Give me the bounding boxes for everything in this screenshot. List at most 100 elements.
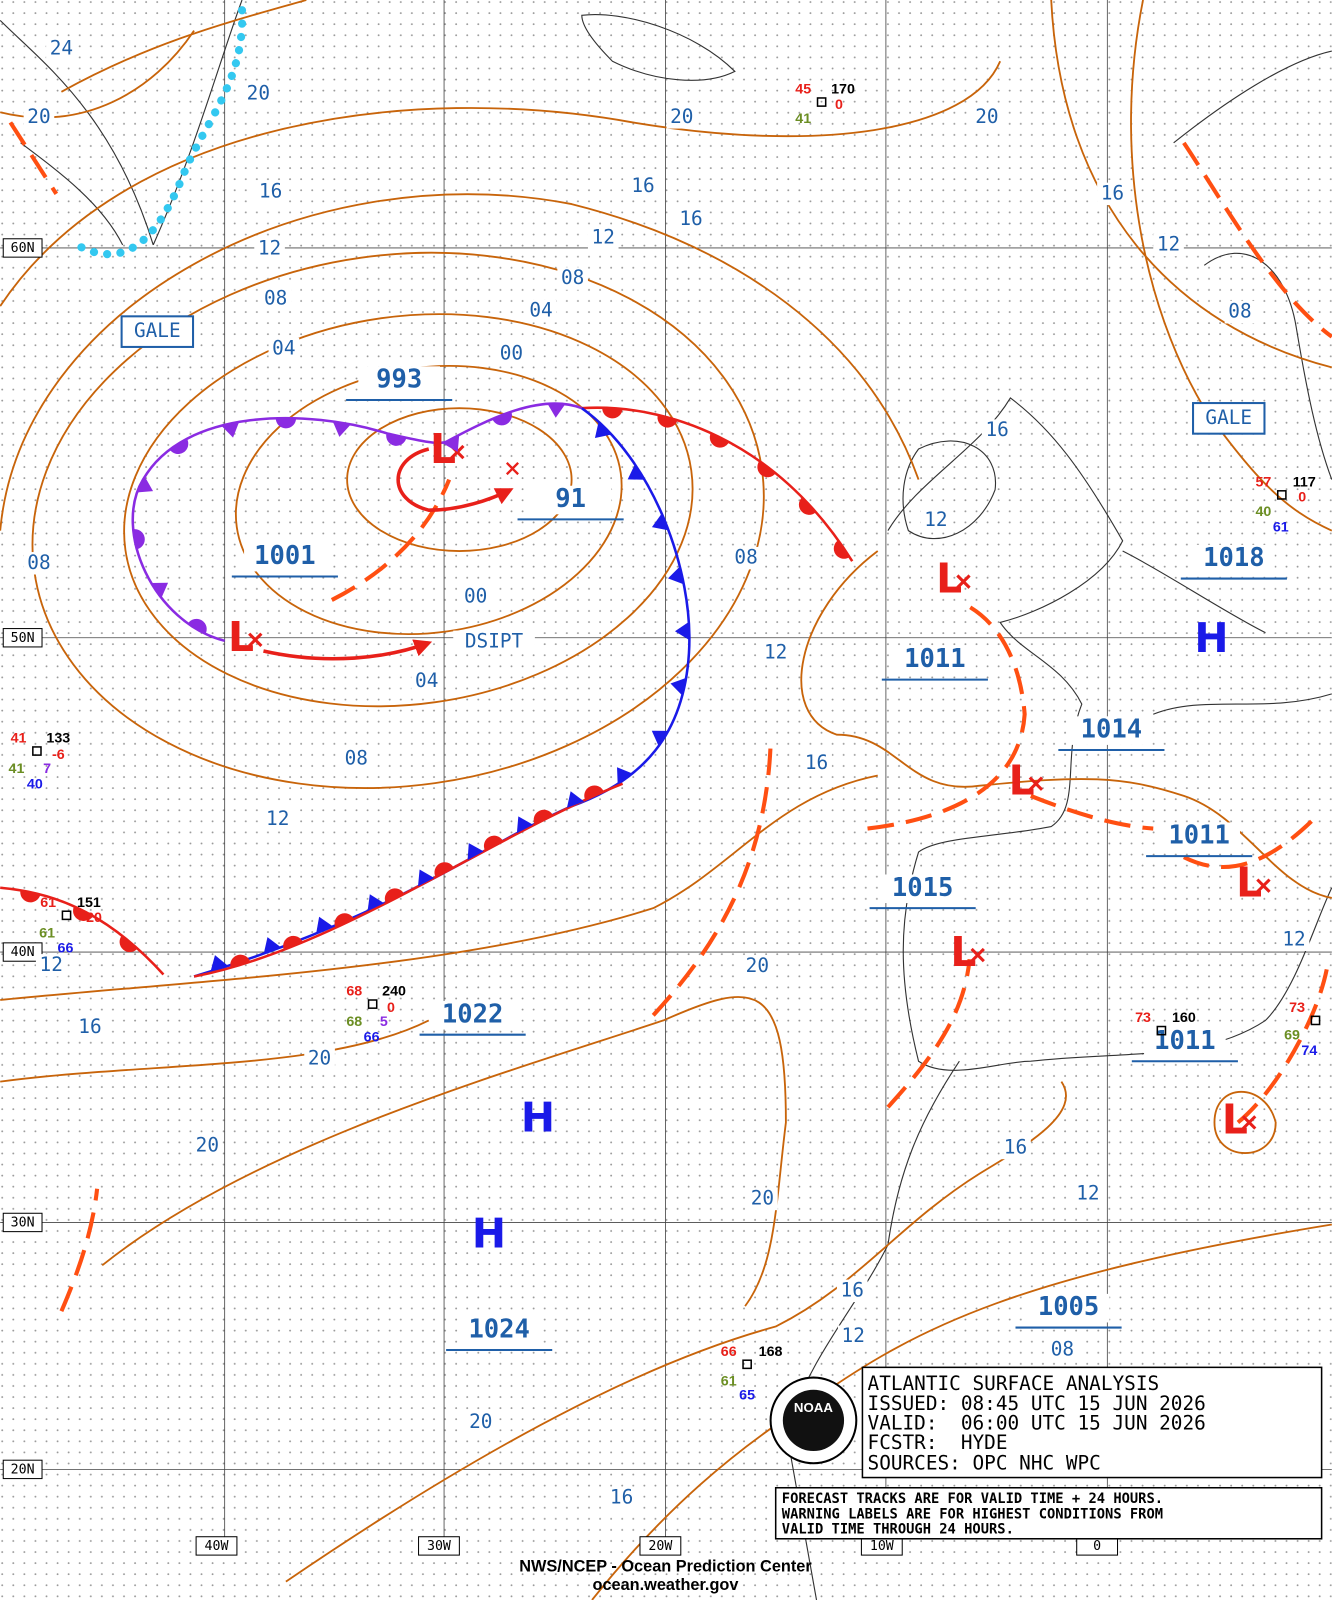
front-triangle	[516, 816, 534, 834]
isobar-label: 16	[679, 207, 702, 230]
lon-label-box	[195, 1536, 238, 1556]
info-line: ATLANTIC SURFACE ANALYSIS	[868, 1372, 1160, 1395]
isobar-label: 12	[842, 1324, 865, 1347]
isobar-label-bg	[465, 1411, 497, 1434]
front-triangle	[442, 434, 460, 452]
isobar-label-bg	[262, 808, 294, 831]
isobar-label-bg	[341, 747, 372, 771]
isobar-label: 16	[985, 418, 1008, 441]
lat-label: 60N	[11, 241, 35, 256]
front-triangle	[627, 464, 645, 480]
front-triangle	[674, 621, 690, 641]
front-semicircle	[283, 935, 303, 950]
station-marker	[816, 97, 827, 107]
lon-label: 0	[1093, 1539, 1101, 1554]
trough	[1182, 814, 1318, 870]
station-value: 73	[1289, 1000, 1305, 1016]
front-semicircle	[132, 529, 145, 550]
front-semicircle	[275, 418, 297, 429]
low-x	[956, 574, 971, 589]
forecast-position: ×	[504, 450, 521, 484]
pressure-bg	[1193, 544, 1275, 574]
pressure-center: 1015	[892, 873, 953, 903]
front-semicircle	[833, 540, 850, 559]
isobar-label: 04	[529, 299, 552, 322]
station-value: 61	[1273, 519, 1289, 535]
trough	[1236, 968, 1329, 1125]
front-triangle	[667, 566, 684, 585]
low-x	[1241, 1115, 1257, 1130]
front-triangle	[594, 421, 612, 438]
isobar-label-bg	[1097, 182, 1128, 206]
pressure-center: 1011	[1154, 1026, 1215, 1056]
pressure-bg	[431, 1001, 514, 1030]
low-center: L	[1222, 1095, 1248, 1143]
station-value: 151	[77, 895, 101, 911]
low-center: L	[936, 555, 962, 603]
pressure-center: 1014	[1081, 715, 1142, 745]
isobar-label-bg	[627, 175, 659, 198]
lon-label: 30W	[427, 1539, 451, 1554]
pressure-center: 1005	[1038, 1292, 1099, 1322]
isobar-label-bg	[192, 1134, 223, 1158]
isobar-label-bg	[730, 546, 762, 570]
isobar-label: 12	[1157, 232, 1180, 255]
station-value: 160	[1172, 1010, 1196, 1026]
lat-label: 50N	[11, 631, 35, 646]
isobar-label: 12	[592, 225, 615, 248]
isobar-label: 12	[764, 641, 787, 664]
info-line: SOURCES: OPC NHC WPC	[868, 1451, 1101, 1474]
station-value: 168	[759, 1344, 783, 1360]
station-value: 170	[831, 82, 855, 98]
isobar-label: 12	[1282, 927, 1305, 950]
isobar-label: 20	[469, 1410, 492, 1433]
lat-label-box	[2, 1459, 43, 1480]
isobar-label: 12	[266, 807, 289, 830]
front-triangle	[617, 767, 633, 785]
station-marker	[61, 910, 72, 921]
station-value: 61	[39, 925, 55, 941]
low-center: L	[950, 928, 976, 976]
map-labels: 60N 50N 40N 30N 20N 40W 30W 20W 10W 0 24 20 20 20 20 16…	[2, 36, 1321, 1556]
station-value: 45	[795, 82, 811, 98]
station-value: 57	[1256, 474, 1272, 490]
station-value: 68	[346, 984, 362, 1000]
pressure-bg	[1027, 1293, 1110, 1323]
ice-edge	[72, 6, 247, 259]
trough	[867, 602, 1027, 831]
lon-label: 40W	[205, 1539, 229, 1554]
isobar-label-bg	[801, 752, 832, 775]
isobar-label-bg	[23, 552, 55, 575]
trough	[886, 958, 972, 1109]
trough	[330, 478, 452, 602]
station-marker	[742, 1359, 752, 1370]
station-value: 61	[40, 895, 56, 911]
front-semicircle	[434, 862, 454, 878]
info-line: ISSUED: 08:45 UTC 15 JUN 2026	[868, 1392, 1206, 1415]
isobar-label-bg	[1000, 1136, 1031, 1160]
front-triangle	[151, 582, 169, 599]
warning-box	[120, 315, 195, 348]
low-x	[1028, 776, 1044, 791]
warm-front	[193, 782, 624, 978]
isobar-label: 20	[308, 1047, 331, 1070]
dissipating-label: DSIPT	[465, 629, 524, 652]
footer-url: ocean.weather.gov	[593, 1576, 739, 1594]
pressure-center: 1011	[904, 644, 965, 674]
station-value: 40	[1256, 504, 1272, 520]
lon-label: 20W	[648, 1539, 672, 1554]
station-value: 20	[86, 910, 102, 926]
pressure-bg	[529, 485, 612, 515]
front-triangle	[467, 843, 484, 861]
station-value: 73	[1135, 1010, 1151, 1026]
front-triangle	[418, 869, 435, 887]
station-value: 66	[58, 941, 74, 957]
front-semicircle	[386, 433, 407, 446]
low-x	[1256, 878, 1271, 893]
isobar-label: 04	[272, 336, 295, 359]
info-box: ATLANTIC SURFACE ANALYSIS ISSUED: 08:45 …	[769, 1366, 1323, 1540]
pressure-bg	[244, 542, 326, 572]
trough	[59, 1188, 100, 1313]
low-x	[970, 947, 985, 963]
